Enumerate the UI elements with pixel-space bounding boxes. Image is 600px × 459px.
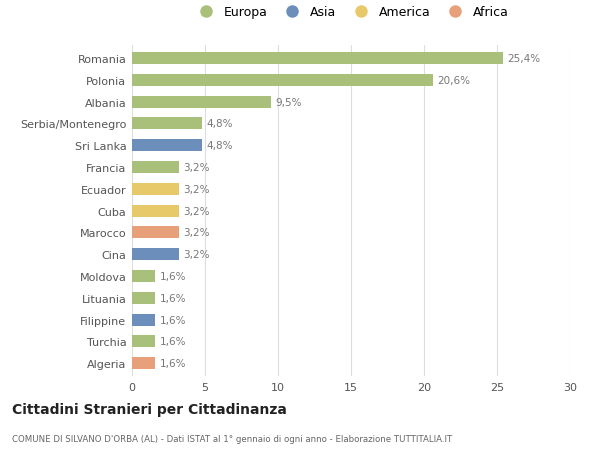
Bar	[132, 336, 155, 347]
Bar	[132, 96, 271, 108]
Text: 1,6%: 1,6%	[160, 358, 186, 368]
Bar	[132, 75, 433, 87]
Bar	[132, 205, 179, 217]
Legend: Europa, Asia, America, Africa: Europa, Asia, America, Africa	[193, 6, 509, 19]
Text: 1,6%: 1,6%	[160, 293, 186, 303]
Bar	[132, 53, 503, 65]
Bar	[132, 227, 179, 239]
Bar	[132, 249, 179, 261]
Bar	[132, 162, 179, 174]
Bar	[132, 184, 179, 196]
Bar	[132, 140, 202, 152]
Bar	[132, 292, 155, 304]
Text: 4,8%: 4,8%	[206, 119, 233, 129]
Bar	[132, 270, 155, 282]
Text: COMUNE DI SILVANO D'ORBA (AL) - Dati ISTAT al 1° gennaio di ogni anno - Elaboraz: COMUNE DI SILVANO D'ORBA (AL) - Dati IST…	[12, 434, 452, 442]
Text: 20,6%: 20,6%	[437, 76, 470, 86]
Text: 3,2%: 3,2%	[183, 162, 209, 173]
Bar	[132, 358, 155, 369]
Text: 4,8%: 4,8%	[206, 141, 233, 151]
Text: Cittadini Stranieri per Cittadinanza: Cittadini Stranieri per Cittadinanza	[12, 402, 287, 416]
Text: 1,6%: 1,6%	[160, 271, 186, 281]
Bar	[132, 118, 202, 130]
Text: 1,6%: 1,6%	[160, 336, 186, 347]
Text: 3,2%: 3,2%	[183, 206, 209, 216]
Bar	[132, 314, 155, 326]
Text: 3,2%: 3,2%	[183, 185, 209, 195]
Text: 1,6%: 1,6%	[160, 315, 186, 325]
Text: 3,2%: 3,2%	[183, 228, 209, 238]
Text: 3,2%: 3,2%	[183, 250, 209, 260]
Text: 9,5%: 9,5%	[275, 97, 302, 107]
Text: 25,4%: 25,4%	[507, 54, 541, 64]
